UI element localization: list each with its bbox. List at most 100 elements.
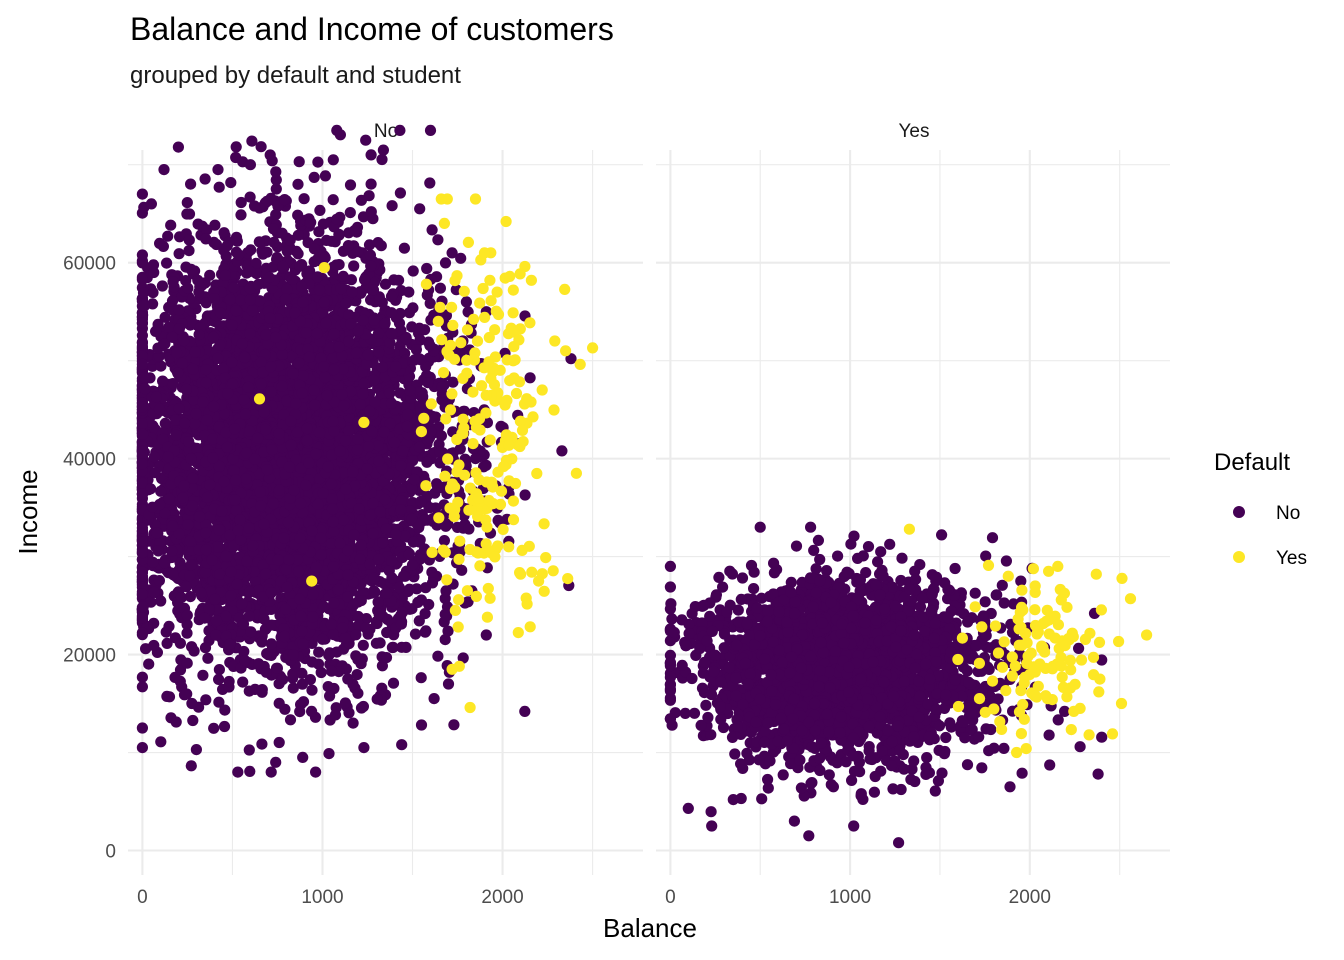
data-point (155, 360, 167, 372)
data-point (188, 645, 200, 657)
data-point (403, 286, 415, 298)
data-point (524, 372, 536, 384)
chart-title: Balance and Income of customers (130, 11, 614, 47)
data-point (181, 208, 193, 220)
data-point (208, 722, 220, 734)
data-point (314, 204, 326, 216)
data-point (316, 307, 328, 319)
data-point (157, 240, 169, 252)
data-point (313, 646, 325, 658)
data-point (350, 650, 362, 662)
data-point (243, 744, 255, 756)
data-point (394, 187, 406, 199)
data-point (284, 234, 296, 246)
data-point (438, 535, 450, 547)
data-point (457, 652, 469, 664)
data-point (230, 141, 242, 153)
data-point (279, 194, 291, 206)
data-point (200, 694, 212, 706)
data-point (310, 766, 322, 778)
data-point (271, 662, 283, 674)
data-point (308, 171, 320, 183)
data-point (159, 507, 171, 519)
data-point (181, 197, 193, 209)
data-point (195, 587, 207, 599)
data-point (363, 190, 375, 202)
data-point (155, 736, 167, 748)
data-point (154, 537, 166, 549)
data-point (306, 684, 318, 696)
data-point (369, 586, 381, 598)
data-point (460, 296, 472, 308)
data-point (432, 234, 444, 246)
data-point (213, 673, 225, 686)
data-point (287, 682, 299, 694)
data-point (304, 674, 316, 686)
data-point (245, 626, 257, 638)
data-point (455, 252, 467, 264)
data-point (435, 430, 447, 442)
data-point (407, 302, 419, 314)
data-point (143, 658, 155, 670)
data-point (183, 234, 195, 246)
data-point (256, 684, 268, 696)
data-point (478, 461, 490, 473)
data-point (312, 156, 324, 168)
data-point (376, 153, 388, 166)
data-point (244, 765, 256, 778)
data-point (424, 297, 436, 309)
data-point (254, 295, 266, 307)
data-point (373, 608, 385, 620)
data-point (270, 209, 282, 221)
data-point (185, 178, 197, 190)
facet-strip-label-no: No (374, 121, 398, 142)
data-point (152, 545, 164, 557)
data-point (298, 193, 310, 205)
data-point (375, 240, 387, 252)
data-point (440, 585, 452, 597)
data-point (184, 591, 196, 603)
data-point (315, 666, 327, 679)
data-point (415, 672, 427, 684)
data-point (235, 209, 247, 221)
data-point (344, 207, 356, 219)
data-point (218, 720, 231, 733)
data-point (174, 637, 186, 649)
data-point (136, 671, 148, 683)
data-point (255, 141, 267, 153)
data-point (261, 195, 273, 207)
data-point (386, 200, 398, 212)
facet-strip-label-yes: Yes (899, 121, 930, 142)
data-point (372, 596, 384, 608)
data-point (147, 259, 160, 271)
data-point (323, 748, 335, 760)
data-point (424, 177, 436, 189)
data-point (136, 722, 148, 734)
data-point (446, 247, 458, 259)
data-point (223, 675, 235, 688)
data-point (519, 489, 531, 501)
data-point (277, 674, 289, 686)
data-point (273, 736, 285, 749)
data-point (136, 249, 148, 261)
data-point (462, 596, 474, 608)
data-point (213, 696, 225, 708)
data-point (202, 652, 214, 664)
data-point (292, 229, 304, 241)
data-point (213, 664, 225, 676)
data-point (165, 219, 177, 231)
data-point (176, 357, 188, 369)
series-no-points (136, 124, 577, 778)
data-point (284, 714, 297, 726)
data-point (161, 637, 173, 650)
data-point (197, 669, 209, 681)
data-point (270, 183, 282, 195)
data-point (426, 224, 438, 236)
data-point (253, 236, 265, 248)
data-point (199, 173, 211, 185)
data-point (519, 705, 531, 718)
data-point (173, 248, 185, 260)
data-point (267, 223, 280, 235)
data-point (287, 668, 299, 680)
data-point (386, 641, 398, 654)
